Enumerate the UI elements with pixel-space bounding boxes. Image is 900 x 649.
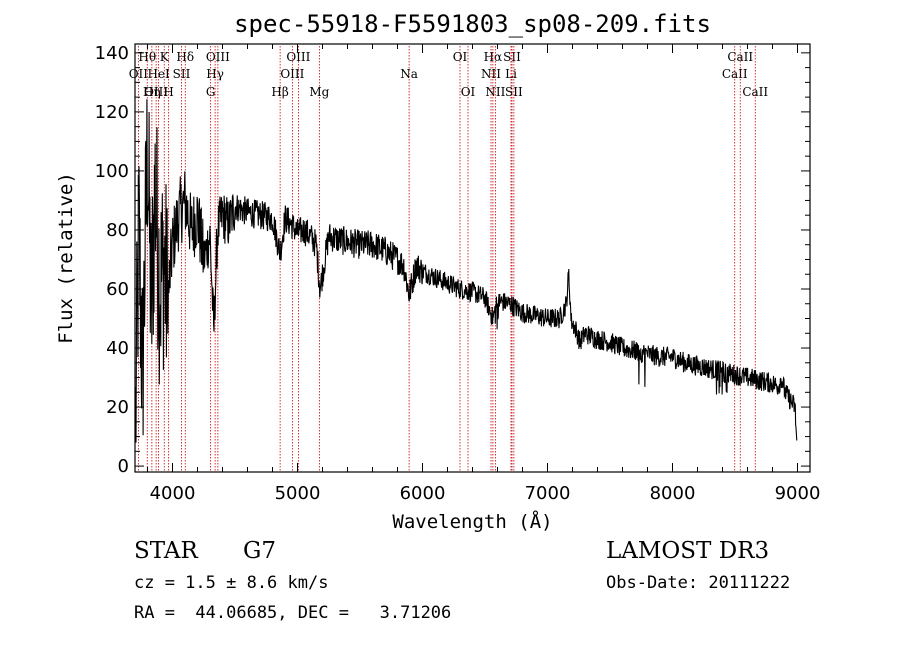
y-axis: 0 20 40 60 80 100 120 140 <box>95 43 810 477</box>
y-tick-label: 60 <box>106 279 129 300</box>
x-tick-label: 4000 <box>150 483 196 504</box>
spectral-line-label: OIII <box>286 50 310 64</box>
spectral-line-label: SII <box>505 85 523 99</box>
spectral-line-label: Li <box>505 67 517 81</box>
spectral-line-label: OIII <box>206 50 230 64</box>
spectral-line-label: Hθ <box>138 50 156 64</box>
chart-title: spec-55918-F5591803_sp08-209.fits <box>234 10 711 38</box>
spectral-line-label: SII <box>173 67 191 81</box>
y-tick-label: 120 <box>95 102 129 123</box>
redshift-text: cz = 1.5 ± 8.6 km/s <box>134 573 329 593</box>
spectral-line-label: NII <box>481 67 501 81</box>
spectral-line-label: Mg <box>309 85 329 99</box>
coordinates-text: RA = 44.06685, DEC = 3.71206 <box>134 603 452 623</box>
spectral-line-label: SII <box>503 50 521 64</box>
spectrum-line <box>135 99 798 443</box>
spectral-line-label: G <box>206 85 216 99</box>
survey-label: LAMOST DR3 <box>606 538 770 564</box>
y-tick-label: 80 <box>106 220 129 241</box>
x-tick-label: 8000 <box>650 483 696 504</box>
obs-date: Obs-Date: 20111222 <box>606 573 791 593</box>
y-tick-label: 100 <box>95 161 129 182</box>
spectral-line-label: Hδ <box>176 50 194 64</box>
object-class: STAR <box>134 538 198 564</box>
plot-frame <box>134 43 811 473</box>
x-tick-label: 7000 <box>525 483 571 504</box>
spectral-line-label: Na <box>400 67 418 81</box>
spectral-line-label: CaII <box>727 50 753 64</box>
spectral-line-label: Hγ <box>206 67 224 81</box>
spectral-line-label: CaII <box>722 67 748 81</box>
spectral-line-label: Hα <box>484 50 503 64</box>
x-tick-label: 6000 <box>400 483 446 504</box>
x-tick-label: 5000 <box>275 483 321 504</box>
spectral-line-label: OI <box>453 50 468 64</box>
spectral-line-label: Hβ <box>271 85 288 99</box>
spectral-line-label: OIII <box>144 85 168 99</box>
spectral-line-label: OII <box>129 67 149 81</box>
spectral-line-label: OI <box>461 85 476 99</box>
spectral-line-label: HeI <box>147 67 170 81</box>
spectral-line-label: H <box>163 85 173 99</box>
spectral-line-label: Hη <box>143 85 161 99</box>
y-tick-label: 0 <box>118 456 129 477</box>
x-axis-label: Wavelength (Å) <box>392 510 552 533</box>
object-subclass: G7 <box>243 538 277 564</box>
x-tick-label: 9000 <box>775 483 821 504</box>
y-tick-label: 20 <box>106 397 129 418</box>
y-tick-label: 40 <box>106 338 129 359</box>
spectral-line-label: NII <box>485 85 505 99</box>
spectral-line-label: OIII <box>280 67 304 81</box>
y-axis-label: Flux (relative) <box>55 172 77 344</box>
y-tick-label: 140 <box>95 43 129 64</box>
spectral-line-label: K <box>160 50 170 64</box>
spectral-line-label: CaII <box>742 85 768 99</box>
x-axis: 4000 5000 6000 7000 8000 9000 <box>147 44 821 504</box>
